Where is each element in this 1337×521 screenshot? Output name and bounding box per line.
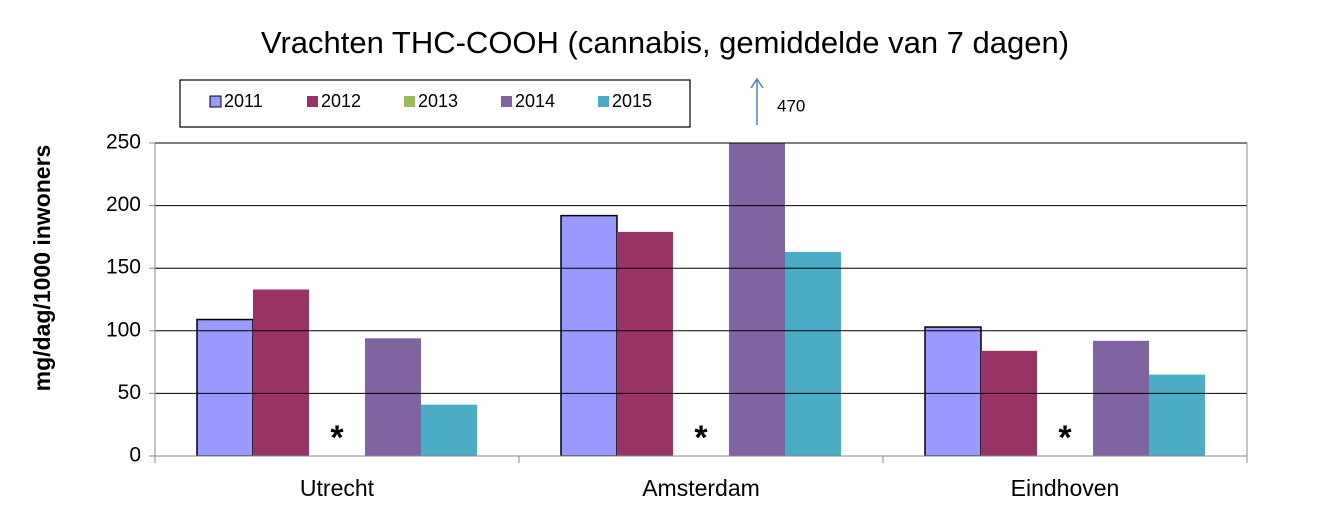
- y-tick-label: 150: [106, 256, 141, 279]
- y-tick-label: 50: [118, 381, 141, 404]
- value-label: *: [330, 419, 344, 457]
- legend-label: 2013: [418, 91, 458, 111]
- y-tick-label: 0: [129, 444, 141, 467]
- legend-swatch: [598, 96, 609, 107]
- chart-title: Vrachten THC-COOH (cannabis, gemiddelde …: [261, 25, 1069, 60]
- y-tick-label: 200: [106, 193, 141, 216]
- x-tick-label: Amsterdam: [642, 475, 760, 501]
- x-tick-label: Eindhoven: [1011, 475, 1120, 501]
- bar: [924, 326, 982, 456]
- bar: [1093, 340, 1149, 456]
- value-label: 470: [777, 96, 805, 115]
- x-tick-label: Utrecht: [300, 475, 375, 501]
- bar: [560, 214, 618, 456]
- legend-label: 2015: [612, 91, 652, 111]
- bar: [785, 251, 841, 456]
- legend-label: 2012: [321, 91, 361, 111]
- bar: [1149, 374, 1205, 456]
- legend-swatch: [501, 96, 512, 107]
- bar: [253, 289, 309, 456]
- value-label: *: [694, 419, 708, 457]
- overflow-arrowhead: [750, 77, 764, 89]
- legend-swatch: [209, 95, 222, 108]
- bar: [981, 350, 1037, 456]
- value-label: *: [1058, 419, 1072, 457]
- y-tick-label: 100: [106, 318, 141, 341]
- bar: [617, 231, 673, 456]
- legend-swatch: [307, 96, 318, 107]
- plot-area: [196, 143, 1205, 456]
- bar: [421, 404, 477, 456]
- y-tick-label: 250: [106, 131, 141, 154]
- legend-label: 2014: [515, 91, 555, 111]
- bar: [729, 143, 785, 456]
- legend-swatch: [404, 96, 415, 107]
- bar: [196, 318, 254, 456]
- y-axis-label: mg/dag/1000 inwoners: [29, 145, 55, 392]
- bar: [365, 338, 421, 456]
- legend-label: 2011: [224, 91, 263, 111]
